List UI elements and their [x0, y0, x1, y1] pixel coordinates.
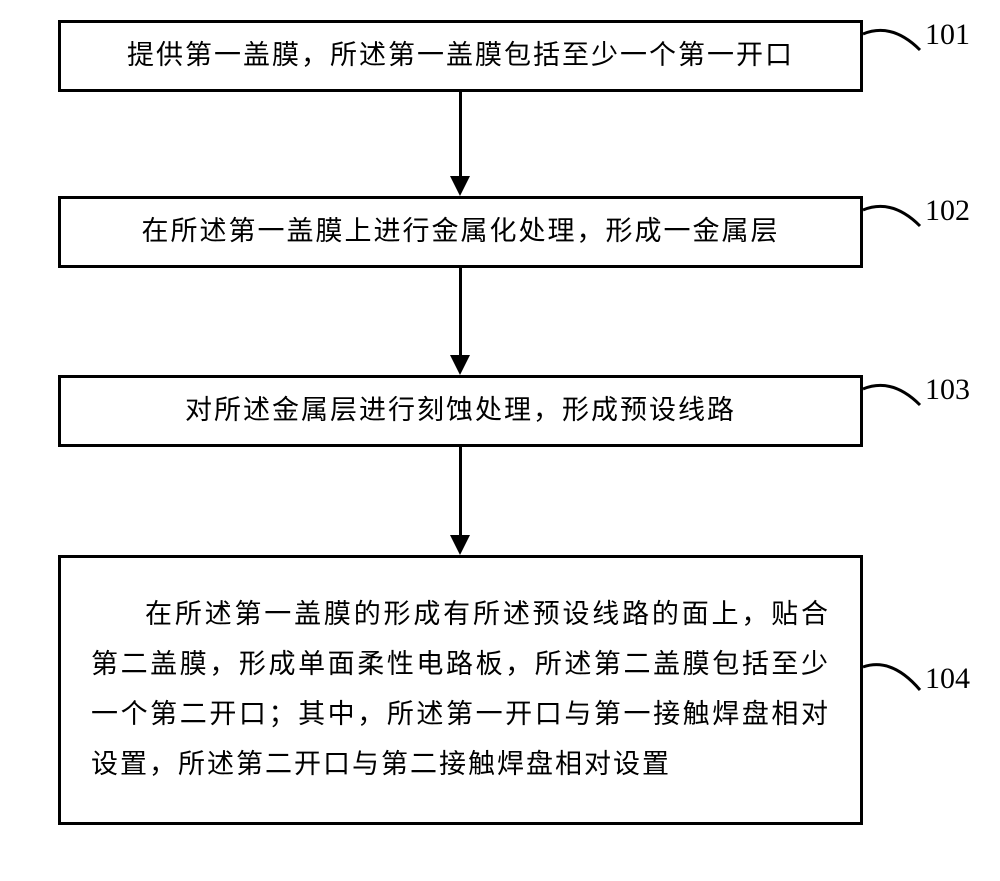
flowchart-canvas: 提供第一盖膜，所述第一盖膜包括至少一个第一开口 101 在所述第一盖膜上进行金属… — [0, 0, 1000, 881]
step-1-label: 101 — [925, 18, 970, 52]
arrow-2-shaft — [459, 268, 462, 357]
arrow-1-head — [450, 176, 470, 196]
arrow-3-head — [450, 535, 470, 555]
step-1-box: 提供第一盖膜，所述第一盖膜包括至少一个第一开口 — [58, 20, 863, 92]
step-4-box: ​在所述第一盖膜的形成有所述预设线路的面上，贴合第二盖膜，形成单面柔性电路板，所… — [58, 555, 863, 825]
step-4-text: ​在所述第一盖膜的形成有所述预设线路的面上，贴合第二盖膜，形成单面柔性电路板，所… — [91, 590, 830, 790]
step-3-text: 对所述金属层进行刻蚀处理，形成预设线路 — [185, 386, 736, 436]
step-4-connector — [862, 655, 932, 700]
step-2-text: 在所述第一盖膜上进行金属化处理，形成一金属层 — [142, 207, 780, 257]
step-3-label: 103 — [925, 373, 970, 407]
step-3-connector — [862, 375, 932, 415]
step-1-text: 提供第一盖膜，所述第一盖膜包括至少一个第一开口 — [127, 31, 794, 81]
step-4-label: 104 — [925, 662, 970, 696]
step-3-box: 对所述金属层进行刻蚀处理，形成预设线路 — [58, 375, 863, 447]
step-2-connector — [862, 196, 932, 236]
arrow-3-shaft — [459, 447, 462, 537]
step-1-connector — [862, 20, 932, 60]
arrow-2-head — [450, 355, 470, 375]
step-2-box: 在所述第一盖膜上进行金属化处理，形成一金属层 — [58, 196, 863, 268]
step-2-label: 102 — [925, 194, 970, 228]
arrow-1-shaft — [459, 92, 462, 178]
